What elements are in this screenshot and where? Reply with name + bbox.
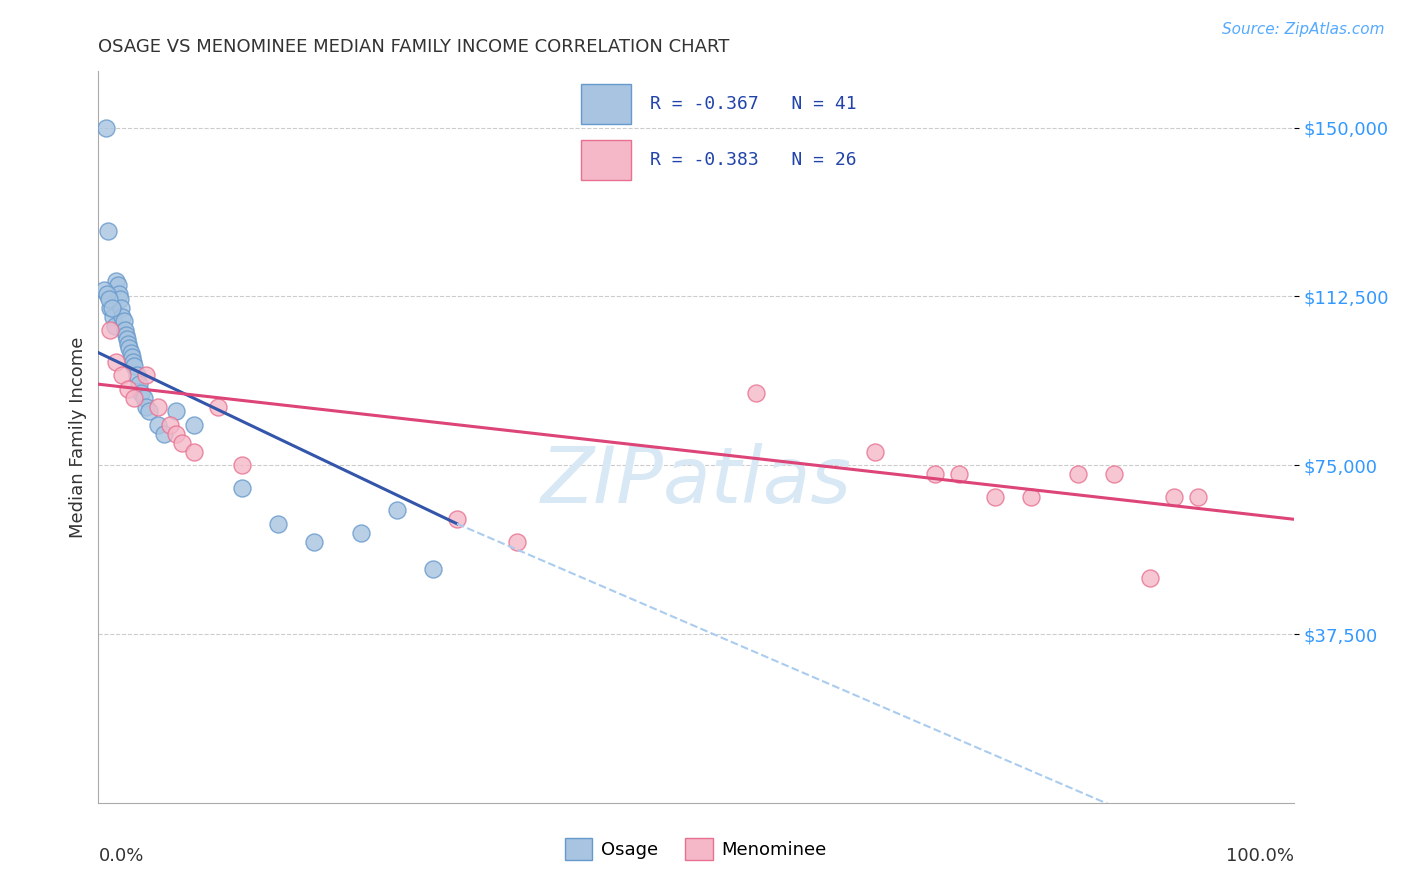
- Point: [93, 283, 115, 297]
- Point: [108, 292, 131, 306]
- Point: [105, 274, 128, 288]
- Text: R = -0.383   N = 26: R = -0.383 N = 26: [650, 151, 856, 169]
- Point: [124, 391, 146, 405]
- Point: [138, 404, 160, 418]
- Point: [1067, 467, 1090, 482]
- Point: [1187, 490, 1209, 504]
- Point: [98, 323, 122, 337]
- Point: [267, 516, 290, 531]
- Point: [231, 458, 253, 473]
- Point: [172, 435, 194, 450]
- Point: [112, 314, 135, 328]
- Point: [302, 534, 325, 549]
- Point: [96, 287, 118, 301]
- Point: [105, 354, 128, 368]
- Point: [98, 292, 121, 306]
- Point: [1104, 467, 1126, 482]
- Point: [135, 400, 157, 414]
- Point: [148, 400, 170, 414]
- Point: [107, 278, 129, 293]
- Text: R = -0.367   N = 41: R = -0.367 N = 41: [650, 95, 856, 112]
- Text: Source: ZipAtlas.com: Source: ZipAtlas.com: [1222, 22, 1385, 37]
- Text: ZIPatlas: ZIPatlas: [540, 443, 852, 519]
- Point: [132, 391, 155, 405]
- Point: [148, 417, 170, 432]
- Point: [107, 287, 129, 301]
- Point: [110, 301, 132, 315]
- Text: 100.0%: 100.0%: [1226, 847, 1294, 864]
- Point: [118, 341, 141, 355]
- Point: [1163, 490, 1185, 504]
- Point: [207, 400, 229, 414]
- Point: [125, 368, 148, 383]
- Point: [165, 404, 187, 418]
- Point: [948, 467, 970, 482]
- Point: [745, 386, 768, 401]
- Point: [114, 323, 136, 337]
- Point: [117, 336, 139, 351]
- Point: [111, 310, 134, 324]
- Bar: [582, 84, 631, 124]
- Point: [94, 120, 117, 135]
- Point: [111, 368, 134, 383]
- Y-axis label: Median Family Income: Median Family Income: [69, 336, 87, 538]
- Point: [120, 345, 142, 359]
- Point: [153, 426, 176, 441]
- Point: [984, 490, 1007, 504]
- Point: [231, 481, 253, 495]
- Point: [1019, 490, 1042, 504]
- Point: [865, 444, 887, 458]
- Point: [115, 332, 138, 346]
- Point: [159, 417, 181, 432]
- Text: 0.0%: 0.0%: [98, 847, 143, 864]
- Point: [101, 310, 124, 324]
- Point: [100, 301, 122, 315]
- Point: [117, 382, 139, 396]
- Point: [98, 301, 122, 315]
- Text: OSAGE VS MENOMINEE MEDIAN FAMILY INCOME CORRELATION CHART: OSAGE VS MENOMINEE MEDIAN FAMILY INCOME …: [98, 38, 730, 56]
- Point: [165, 426, 187, 441]
- Point: [135, 368, 157, 383]
- Point: [422, 562, 444, 576]
- Legend: Osage, Menominee: Osage, Menominee: [558, 830, 834, 867]
- Point: [131, 386, 153, 401]
- Point: [104, 318, 127, 333]
- Point: [446, 512, 468, 526]
- Point: [124, 359, 146, 374]
- Point: [128, 377, 150, 392]
- Point: [115, 327, 138, 342]
- Point: [1139, 571, 1161, 585]
- Point: [350, 525, 373, 540]
- Point: [183, 444, 205, 458]
- Point: [506, 534, 529, 549]
- Point: [121, 350, 143, 364]
- Point: [183, 417, 205, 432]
- Bar: [582, 140, 631, 180]
- Point: [385, 503, 409, 517]
- Point: [97, 224, 120, 238]
- Point: [122, 354, 145, 368]
- Point: [924, 467, 946, 482]
